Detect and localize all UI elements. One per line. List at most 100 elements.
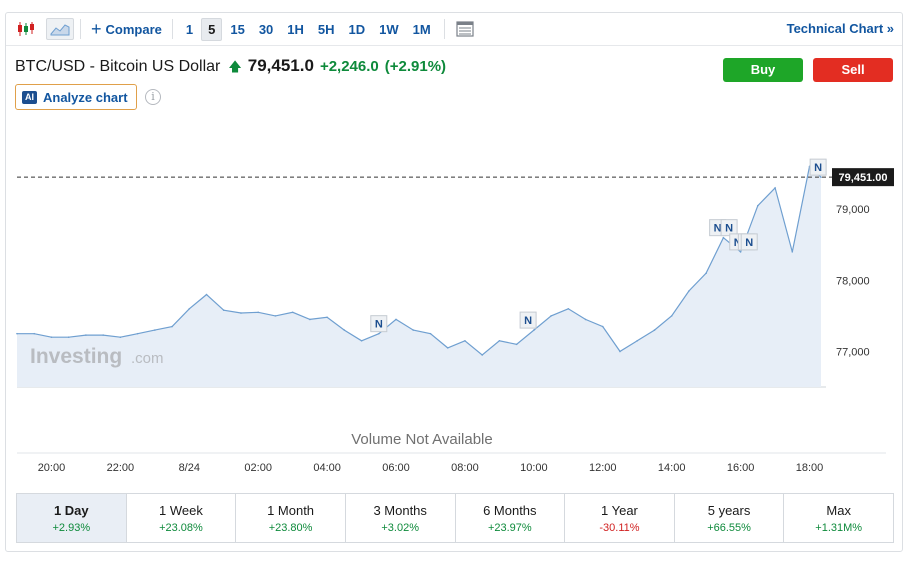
- news-marker-label: N: [714, 223, 722, 235]
- period-tab-label: 1 Year: [601, 502, 638, 518]
- data-point: [636, 339, 639, 342]
- x-tick-label: 04:00: [313, 462, 341, 474]
- period-tab-change: +23.80%: [268, 521, 313, 534]
- news-marker: [370, 315, 388, 333]
- data-point: [343, 329, 346, 331]
- investing-watermark-suffix: .com: [131, 350, 164, 367]
- compare-button[interactable]: + Compare: [87, 20, 166, 38]
- price-chart[interactable]: 79,451.00 79,000 78,000 77,000 20:00 22:00 8/2…: [6, 13, 904, 483]
- chart-widget: + Compare 1 5 15 30 1H 5H 1D 1W 1M Techn…: [5, 12, 903, 552]
- data-point: [309, 318, 311, 321]
- range-1w[interactable]: 1W: [379, 21, 399, 37]
- news-marker: [720, 219, 738, 237]
- data-point: [274, 315, 277, 317]
- toolbar-divider: [171, 19, 173, 39]
- data-point: [757, 204, 759, 207]
- x-tick-label: 08:00: [451, 462, 479, 474]
- period-tab[interactable]: 3 Months +3.02%: [344, 494, 455, 542]
- period-tab[interactable]: 6 Months +23.97%: [454, 494, 565, 542]
- period-tab-change: +1.31M%: [815, 521, 863, 534]
- period-tab[interactable]: 5 years +66.55%: [673, 494, 784, 542]
- technical-chart-link[interactable]: Technical Chart »: [786, 21, 894, 36]
- x-tick-label: 14:00: [658, 462, 686, 474]
- range-5[interactable]: 5: [201, 17, 223, 41]
- buy-button[interactable]: Buy: [723, 58, 803, 82]
- x-tick-label: 12:00: [589, 462, 617, 474]
- period-tab[interactable]: 1 Week +23.08%: [125, 494, 236, 542]
- period-tab-label: 1 Week: [159, 502, 203, 518]
- ai-icon: AI: [22, 90, 37, 104]
- data-point: [326, 316, 328, 319]
- quote-header: BTC/USD - Bitcoin US Dollar 🡅 79,451.0 +…: [15, 56, 446, 80]
- x-tick-label: 06:00: [382, 462, 410, 474]
- news-marker: [740, 233, 758, 251]
- data-point: [50, 336, 53, 339]
- data-point: [395, 318, 397, 321]
- range-15[interactable]: 15: [230, 21, 245, 37]
- news-marker: [809, 158, 827, 176]
- data-point: [464, 339, 466, 342]
- period-tab-change: +23.97%: [487, 521, 532, 534]
- area-chart-icon[interactable]: [46, 18, 74, 40]
- data-point: [102, 334, 104, 336]
- last-price-label: 79,451.00: [839, 172, 888, 184]
- news-marker-label: N: [814, 162, 822, 174]
- period-tab[interactable]: 1 Year -30.11%: [564, 494, 674, 542]
- data-point: [722, 236, 725, 239]
- data-point: [791, 251, 794, 253]
- y-tick-label: 78,000: [836, 275, 870, 287]
- plus-icon: +: [91, 19, 102, 39]
- data-point: [33, 332, 36, 335]
- period-tab[interactable]: 1 Month +23.80%: [235, 494, 345, 542]
- data-point: [498, 339, 501, 342]
- data-point: [515, 343, 518, 346]
- data-point: [446, 347, 449, 349]
- range-1m[interactable]: 1M: [412, 21, 431, 37]
- x-tick-label: 10:00: [520, 462, 548, 474]
- data-point: [171, 325, 173, 328]
- info-icon[interactable]: i: [145, 89, 161, 105]
- sell-button[interactable]: Sell: [813, 58, 893, 82]
- toolbar-divider: [443, 19, 445, 39]
- last-price-badge: [832, 168, 894, 187]
- news-marker-label: N: [734, 237, 742, 249]
- range-1d[interactable]: 1D: [348, 21, 366, 37]
- period-tab-change: +3.02%: [381, 521, 419, 534]
- x-tick-label: 22:00: [107, 462, 135, 474]
- data-point: [360, 339, 363, 342]
- period-tab-label: Max: [826, 502, 851, 518]
- range-5h[interactable]: 5H: [317, 21, 335, 37]
- data-point: [257, 311, 259, 314]
- period-tab-change: +2.93%: [52, 521, 91, 534]
- x-tick-label: 8/24: [179, 462, 200, 474]
- analyze-chart-button[interactable]: AI Analyze chart: [15, 84, 137, 110]
- period-tab-label: 1 Day: [53, 502, 89, 518]
- period-tab-label: 3 Months: [373, 502, 427, 518]
- investing-watermark: Investing: [30, 345, 122, 368]
- last-price: 79,451.0: [247, 56, 314, 75]
- x-tick-label: 18:00: [796, 462, 824, 474]
- data-point: [136, 332, 139, 335]
- data-point: [222, 309, 225, 311]
- data-point: [188, 307, 191, 310]
- period-tab[interactable]: 1 Day +2.93%: [17, 494, 126, 542]
- price-change: +2,246.0: [319, 58, 379, 75]
- range-1h[interactable]: 1H: [287, 21, 304, 37]
- news-marker-label: N: [745, 237, 753, 249]
- period-tab-label: 5 years: [707, 502, 751, 518]
- table-view-icon[interactable]: [451, 18, 479, 40]
- period-tab-change: +66.55%: [707, 521, 751, 534]
- price-area: [17, 166, 821, 387]
- up-arrow-icon: 🡅: [228, 59, 242, 74]
- candlestick-icon[interactable]: [12, 18, 40, 40]
- period-tab[interactable]: Max +1.31M%: [783, 494, 893, 542]
- data-point: [291, 311, 294, 314]
- period-tab-label: 6 Months: [483, 502, 537, 518]
- range-30[interactable]: 30: [258, 21, 274, 37]
- x-tick-label: 02:00: [244, 462, 272, 474]
- y-tick-label: 77,000: [836, 346, 870, 358]
- volume-not-available: Volume Not Available: [351, 431, 492, 448]
- range-1[interactable]: 1: [185, 21, 194, 37]
- data-point: [705, 272, 707, 275]
- chart-toolbar: + Compare 1 5 15 30 1H 5H 1D 1W 1M Techn…: [6, 13, 902, 46]
